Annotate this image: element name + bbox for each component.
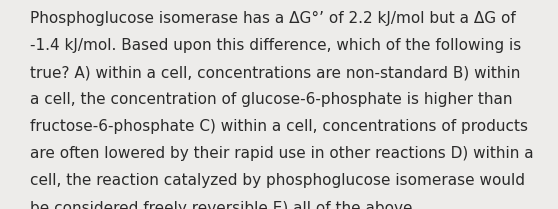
Text: fructose-6-phosphate C) within a cell, concentrations of products: fructose-6-phosphate C) within a cell, c…	[30, 119, 528, 134]
Text: true? A) within a cell, concentrations are non-standard B) within: true? A) within a cell, concentrations a…	[30, 65, 521, 80]
Text: Phosphoglucose isomerase has a ΔG°’ of 2.2 kJ/mol but a ΔG of: Phosphoglucose isomerase has a ΔG°’ of 2…	[30, 11, 516, 26]
Text: are often lowered by their rapid use in other reactions D) within a: are often lowered by their rapid use in …	[30, 147, 533, 161]
Text: a cell, the concentration of glucose-6-phosphate is higher than: a cell, the concentration of glucose-6-p…	[30, 92, 512, 107]
Text: be considered freely reversible E) all of the above: be considered freely reversible E) all o…	[30, 201, 412, 209]
Text: -1.4 kJ/mol. Based upon this difference, which of the following is: -1.4 kJ/mol. Based upon this difference,…	[30, 38, 521, 53]
Text: cell, the reaction catalyzed by phosphoglucose isomerase would: cell, the reaction catalyzed by phosphog…	[30, 173, 525, 189]
